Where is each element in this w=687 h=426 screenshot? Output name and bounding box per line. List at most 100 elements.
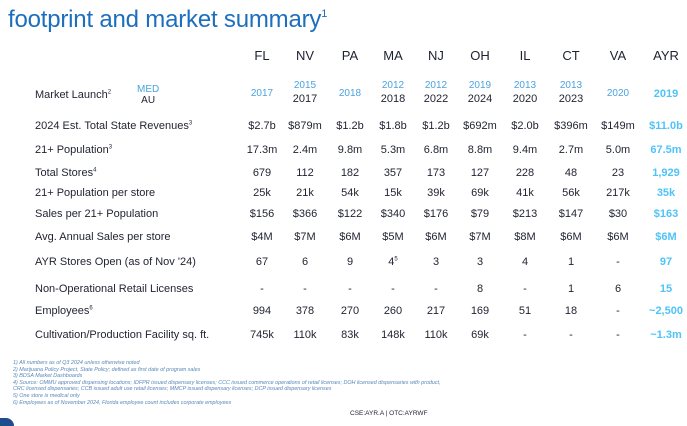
footnotes: 1) All numbers as of Q3 2024 unless othe… — [13, 360, 633, 406]
table-cell: 67 — [255, 256, 269, 268]
column-header-nv: NV — [295, 48, 315, 63]
footnote: 2) Marijuana Policy Project, State Polic… — [13, 366, 201, 373]
footnote: 4) Source: OMMU approved dispensing loca… — [13, 379, 441, 386]
launch-au-il: 2020 — [512, 93, 538, 105]
med-au-legend: MED AU — [137, 84, 160, 106]
table-cell: - — [616, 329, 620, 341]
table-cell: $213 — [512, 208, 538, 220]
table-cell: - — [260, 283, 264, 295]
column-header-nj: NJ — [428, 48, 444, 63]
table-cell: $4M — [251, 231, 273, 243]
table-cell: 48 — [564, 167, 578, 179]
table-cell: 6.8m — [423, 144, 449, 156]
table-cell: 6 — [614, 283, 622, 295]
row-label: Employees6 — [35, 305, 93, 317]
column-header-va: VA — [609, 48, 627, 63]
table-cell: 69k — [471, 187, 489, 199]
table-cell: $6M — [607, 231, 629, 243]
footnote: 5) One store is medical only — [13, 392, 80, 399]
table-cell: 2.4m — [292, 144, 318, 156]
column-header-oh: OH — [470, 48, 490, 63]
table-cell: $396m — [554, 120, 588, 132]
table-cell: 35k — [656, 187, 676, 199]
table-cell: $6M — [425, 231, 447, 243]
table-cell: $366 — [292, 208, 318, 220]
row-label: Cultivation/Production Facility sq. ft. — [35, 329, 210, 341]
table-cell: $149m — [601, 120, 635, 132]
table-cell: ~2,500 — [649, 305, 683, 317]
table-cell: 15k — [384, 187, 402, 199]
table-cell: $163 — [653, 208, 679, 220]
table-cell: 15 — [659, 283, 673, 295]
launch-med-ma: 2012 — [381, 80, 405, 91]
table-cell: 173 — [426, 167, 446, 179]
launch-med-pa: 2018 — [338, 88, 362, 99]
table-cell: 5.0m — [605, 144, 631, 156]
launch-med-fl: 2017 — [250, 88, 274, 99]
column-header-ma: MA — [383, 48, 403, 63]
launch-au-ma: 2018 — [380, 93, 406, 105]
page-title: footprint and market summary1 — [8, 6, 328, 33]
column-header-ct: CT — [562, 48, 580, 63]
row-label: Total Stores4 — [35, 167, 97, 179]
table-cell: 745k — [250, 329, 274, 341]
table-cell: 45 — [388, 256, 398, 268]
table-cell: 112 — [296, 167, 314, 179]
table-cell: 23 — [611, 167, 625, 179]
table-cell: 217 — [426, 305, 446, 317]
table-cell: 378 — [295, 305, 315, 317]
table-cell: $176 — [423, 208, 449, 220]
table-cell: 1,929 — [652, 167, 680, 179]
table-cell: 1 — [567, 283, 575, 295]
table-cell: 18 — [564, 305, 578, 317]
column-header-pa: PA — [341, 48, 359, 63]
table-cell: 169 — [470, 305, 490, 317]
launch-med-oh: 2019 — [468, 80, 492, 91]
table-cell: 67.5m — [650, 144, 682, 156]
table-cell: - — [523, 283, 527, 295]
table-cell: $7M — [469, 231, 491, 243]
table-cell: $6M — [339, 231, 361, 243]
table-cell: 39k — [427, 187, 445, 199]
table-cell: 9.8m — [337, 144, 363, 156]
table-cell: $1.2b — [422, 120, 450, 132]
table-cell: 110k — [424, 329, 448, 341]
launch-med-va: 2020 — [606, 88, 630, 99]
table-cell: $6M — [655, 231, 677, 243]
table-cell: 56k — [562, 187, 580, 199]
table-cell: 3 — [432, 256, 440, 268]
launch-au-nj: 2022 — [423, 93, 449, 105]
table-cell: $147 — [558, 208, 584, 220]
row-label: Sales per 21+ Population — [35, 208, 159, 220]
table-cell: 25k — [253, 187, 271, 199]
table-cell: - — [303, 283, 307, 295]
launch-au-nv: 2017 — [292, 93, 318, 105]
table-cell: 270 — [340, 305, 360, 317]
row-label: 2024 Est. Total State Revenues3 — [35, 120, 193, 132]
table-cell: - — [391, 283, 395, 295]
table-cell: 679 — [252, 167, 272, 179]
table-cell: $8M — [514, 231, 536, 243]
table-cell: $122 — [337, 208, 363, 220]
table-cell: 69k — [471, 329, 489, 341]
table-cell: 41k — [516, 187, 534, 199]
footnote: CRC licensed dispensaries; CCB issued ad… — [13, 386, 332, 393]
table-cell: $7M — [294, 231, 316, 243]
table-cell: $6M — [560, 231, 582, 243]
table-cell: 4 — [521, 256, 529, 268]
table-cell: 5.3m — [380, 144, 406, 156]
table-cell: 97 — [659, 256, 673, 268]
ticker-symbols: CSE:AYR.A | OTC:AYRWF — [350, 410, 428, 417]
table-cell: $79 — [470, 208, 490, 220]
row-label: Avg. Annual Sales per store — [35, 231, 171, 243]
table-cell: 54k — [341, 187, 359, 199]
launch-au-ct: 2023 — [558, 93, 584, 105]
table-cell: 8 — [476, 283, 484, 295]
launch-med-ayr: 2019 — [653, 88, 679, 100]
footnote: 1) All numbers as of Q3 2024 unless othe… — [13, 360, 140, 366]
row-label: 21+ Population per store — [35, 187, 156, 199]
table-cell: $879m — [288, 120, 322, 132]
corner-decoration — [0, 418, 14, 426]
table-cell: $692m — [463, 120, 497, 132]
table-cell: 2.7m — [558, 144, 584, 156]
